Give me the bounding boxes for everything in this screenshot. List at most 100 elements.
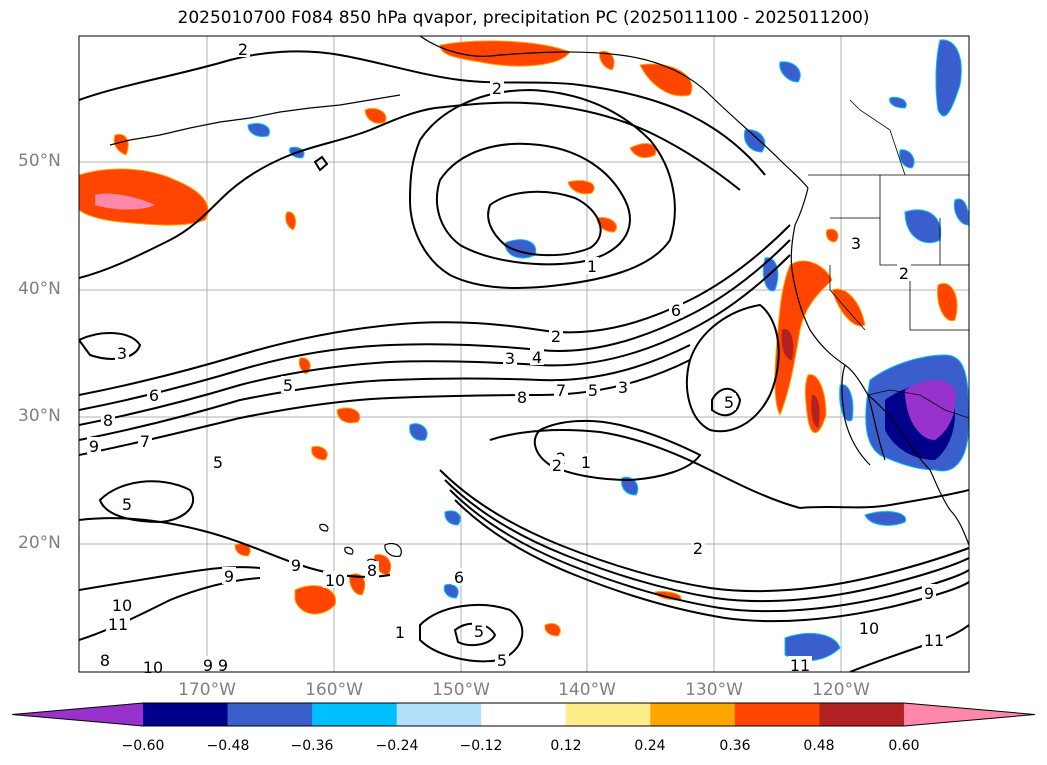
contour-label: 2	[899, 264, 909, 283]
contour-label-background	[115, 344, 129, 361]
contour-label-background	[530, 348, 544, 365]
contour-label: 6	[149, 386, 159, 405]
coastline-bc	[790, 187, 809, 271]
colorbar-segment	[312, 703, 398, 726]
contour-label: 3	[851, 234, 861, 253]
contour-label-background	[323, 571, 347, 588]
border-state-3	[829, 265, 866, 331]
map-frame	[78, 35, 970, 673]
contour-label: 10	[112, 596, 132, 615]
contour-label-background	[141, 658, 165, 675]
precip-core-baja	[811, 394, 820, 428]
border-us-mexico	[867, 389, 969, 419]
contour-label-background	[211, 453, 225, 470]
contour-line-band-4	[79, 344, 691, 441]
contour-label: 9	[89, 437, 99, 456]
contour-label-background	[98, 651, 112, 668]
precip-neg-south-2	[864, 511, 907, 526]
contour-label-background	[586, 381, 600, 398]
contour-label-background	[849, 234, 863, 251]
contour-label-background	[922, 584, 936, 601]
precip-positive-areas	[79, 40, 958, 637]
precip-core-california	[781, 329, 794, 360]
colorbar-tick-label: 0.24	[634, 738, 666, 754]
lon-label-160w: 160°W	[305, 680, 363, 700]
contour-label-background	[138, 432, 152, 449]
coastline-hawaii-1	[384, 542, 402, 557]
coastline-hawaii-4	[319, 523, 329, 532]
contour-label: 1	[581, 453, 591, 472]
contour-label: 5	[724, 393, 734, 412]
contour-label-background	[722, 393, 736, 410]
precip-area-north-2	[599, 50, 615, 71]
contour-label: 7	[140, 432, 150, 451]
contour-label: 5	[588, 381, 598, 400]
contour-label-background	[669, 301, 683, 318]
contour-line-jet-1	[439, 469, 969, 593]
precip-neg-sw-1	[409, 423, 428, 441]
contour-line-band-1	[79, 224, 791, 396]
coastline-gulf-california	[867, 394, 886, 461]
contour-line-north-2	[79, 50, 766, 176]
contour-line-band-2	[79, 239, 791, 411]
contour-label: 1	[395, 623, 405, 642]
precip-area-north-gulf	[439, 40, 571, 67]
lon-label-170w: 170°W	[178, 680, 236, 700]
precip-neg-sw-2	[444, 510, 461, 526]
contour-label-background	[515, 388, 529, 405]
lon-label-120w: 120°W	[812, 680, 870, 700]
contour-label-background	[289, 556, 303, 573]
contour-label-background	[281, 376, 295, 393]
contour-line-band-3	[79, 254, 791, 426]
contour-label-background	[503, 349, 517, 366]
contour-label-background	[554, 381, 568, 398]
contour-label: 3	[117, 344, 127, 363]
colorbar-segment	[396, 703, 482, 726]
colorbar-tick-label: −0.24	[375, 738, 419, 754]
contour-label: 9	[291, 556, 301, 575]
contour-labels: 2211234875366589755332221991081011810996…	[87, 40, 946, 677]
contour-line-island	[313, 155, 329, 172]
contour-label: 3	[618, 378, 628, 397]
colorbar-tick-label: 0.48	[803, 738, 835, 754]
colorbar	[11, 702, 1036, 727]
contour-label-background	[222, 567, 236, 584]
precip-area-california	[774, 260, 833, 417]
precip-area-small-5	[336, 407, 361, 424]
contour-label: 8	[517, 388, 527, 407]
colorbar-extend-left	[12, 703, 143, 726]
contour-label-background	[106, 615, 130, 632]
contour-label-background	[365, 561, 379, 578]
precip-area-south-1	[544, 622, 561, 637]
precip-neg-montana	[953, 198, 969, 226]
contour-label-background	[897, 264, 911, 281]
coastline-alaska	[419, 36, 809, 189]
colorbar-outline	[11, 702, 1036, 727]
contour-label-background	[691, 539, 705, 556]
contour-label-background	[147, 386, 161, 403]
contour-line-jet-3	[449, 489, 969, 613]
coastline-california	[791, 269, 969, 546]
lat-label-30n: 30°N	[18, 406, 61, 426]
coastline-baja	[841, 364, 871, 466]
precip-neg-north-3	[889, 96, 907, 109]
contour-label-background	[922, 631, 946, 648]
lon-label-130w: 130°W	[685, 680, 743, 700]
contour-label: 8	[103, 411, 113, 430]
contour-label: 6	[454, 568, 464, 587]
contour-label: 11	[108, 615, 128, 634]
contour-label-background	[452, 568, 466, 585]
precip-area-utah	[936, 282, 958, 322]
precip-neg-bc-2	[899, 149, 915, 169]
colorbar-tick-label: 0.12	[550, 738, 582, 754]
contour-label: 4	[532, 348, 542, 367]
precip-area-small-3	[285, 211, 297, 231]
lon-label-150w: 150°W	[432, 680, 490, 700]
contour-label: 6	[671, 301, 681, 320]
contour-label: 10	[325, 571, 345, 590]
contour-label: 5	[474, 622, 484, 641]
contour-label-background	[216, 656, 230, 673]
coastline-hawaii-3	[344, 546, 354, 555]
contour-line-south-1	[533, 419, 702, 482]
contour-line-south-loop	[419, 604, 524, 663]
